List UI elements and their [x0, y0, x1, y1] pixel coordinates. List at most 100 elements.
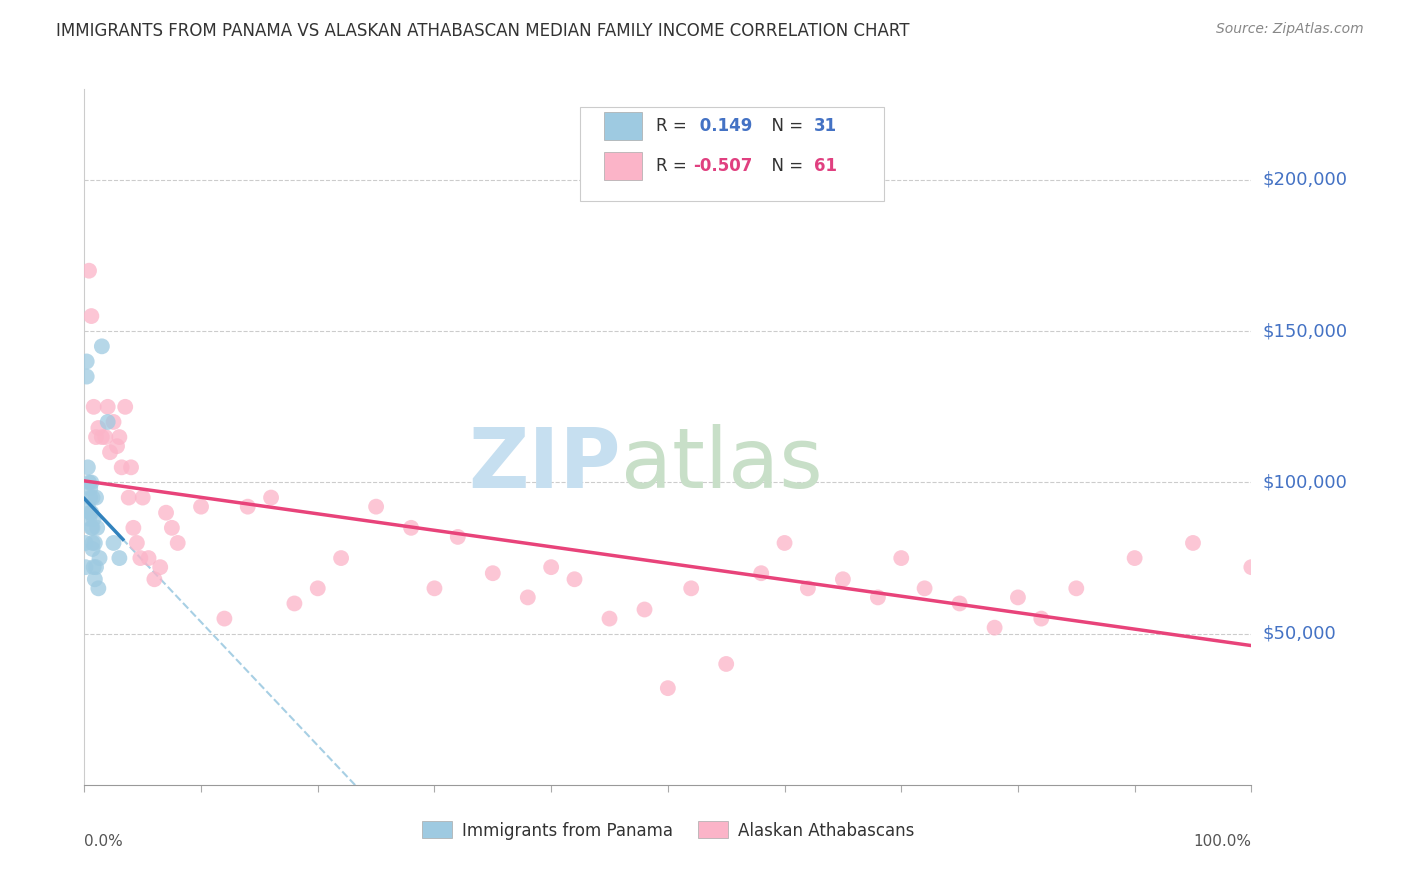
Point	[307, 582, 329, 596]
Point	[87, 582, 110, 596]
Point	[83, 536, 105, 550]
Point	[82, 491, 104, 505]
Point	[80, 309, 103, 323]
Point	[76, 354, 98, 368]
Point	[90, 339, 112, 353]
Point	[108, 551, 131, 566]
Point	[447, 530, 470, 544]
Text: 100.0%: 100.0%	[1194, 834, 1251, 848]
Point	[76, 500, 98, 514]
Text: atlas: atlas	[621, 425, 823, 506]
Text: N =: N =	[761, 117, 808, 135]
Point	[633, 602, 655, 616]
Point	[1031, 611, 1053, 625]
Point	[399, 521, 422, 535]
Point	[366, 500, 388, 514]
Point	[79, 491, 101, 505]
Text: 0.149: 0.149	[693, 117, 752, 135]
Point	[773, 536, 796, 550]
Point	[260, 491, 283, 505]
Text: IMMIGRANTS FROM PANAMA VS ALASKAN ATHABASCAN MEDIAN FAMILY INCOME CORRELATION CH: IMMIGRANTS FROM PANAMA VS ALASKAN ATHABA…	[56, 22, 910, 40]
Point	[83, 560, 105, 574]
Point	[1007, 591, 1029, 605]
Point	[89, 551, 111, 566]
Point	[122, 521, 145, 535]
Point	[75, 536, 97, 550]
Bar	[603, 112, 643, 140]
Point	[94, 430, 117, 444]
Point	[103, 415, 125, 429]
Point	[423, 582, 446, 596]
Point	[82, 521, 104, 535]
Point	[87, 421, 110, 435]
Point	[155, 506, 177, 520]
Point	[283, 597, 305, 611]
Point	[481, 566, 505, 581]
Point	[681, 582, 703, 596]
Point	[190, 500, 212, 514]
Point	[914, 582, 936, 596]
Point	[114, 400, 136, 414]
Point	[105, 439, 128, 453]
Point	[129, 551, 152, 566]
Point	[160, 521, 183, 535]
Point	[80, 521, 103, 535]
Point	[138, 551, 160, 566]
Point	[90, 430, 112, 444]
Text: $150,000: $150,000	[1263, 322, 1347, 340]
Point	[149, 560, 172, 574]
Point	[564, 572, 586, 586]
Text: 0.0%: 0.0%	[84, 834, 124, 848]
Point	[797, 582, 820, 596]
Point	[84, 560, 107, 574]
Point	[82, 541, 104, 556]
Point	[866, 591, 889, 605]
Point	[983, 621, 1005, 635]
Point	[143, 572, 166, 586]
Point	[749, 566, 772, 581]
Text: ZIP: ZIP	[468, 425, 621, 506]
Point	[82, 536, 104, 550]
Point	[214, 611, 236, 625]
Point	[84, 491, 107, 505]
Text: $50,000: $50,000	[1263, 624, 1336, 643]
Point	[108, 430, 131, 444]
Point	[76, 369, 98, 384]
Bar	[603, 152, 643, 179]
Point	[132, 491, 155, 505]
Point	[540, 560, 562, 574]
Point	[1240, 560, 1263, 574]
Point	[949, 597, 972, 611]
Point	[1181, 536, 1204, 550]
Text: R =: R =	[657, 157, 692, 175]
Point	[76, 460, 98, 475]
Point	[77, 512, 100, 526]
Point	[97, 415, 120, 429]
Point	[236, 500, 259, 514]
Point	[832, 572, 855, 586]
Point	[77, 263, 100, 277]
Point	[118, 491, 141, 505]
Point	[79, 506, 101, 520]
Point	[330, 551, 353, 566]
Text: $100,000: $100,000	[1263, 474, 1347, 491]
Point	[83, 512, 105, 526]
Text: Source: ZipAtlas.com: Source: ZipAtlas.com	[1216, 22, 1364, 37]
Point	[716, 657, 738, 671]
Point	[516, 591, 538, 605]
Point	[111, 460, 134, 475]
Point	[83, 400, 105, 414]
Point	[103, 536, 125, 550]
Point	[125, 536, 148, 550]
Text: 31: 31	[814, 117, 837, 135]
Point	[97, 400, 120, 414]
Point	[890, 551, 912, 566]
FancyBboxPatch shape	[581, 106, 884, 201]
Point	[166, 536, 188, 550]
Text: R =: R =	[657, 117, 692, 135]
Point	[98, 445, 121, 459]
Text: $200,000: $200,000	[1263, 171, 1347, 189]
Point	[120, 460, 142, 475]
Point	[86, 521, 108, 535]
Point	[84, 430, 107, 444]
